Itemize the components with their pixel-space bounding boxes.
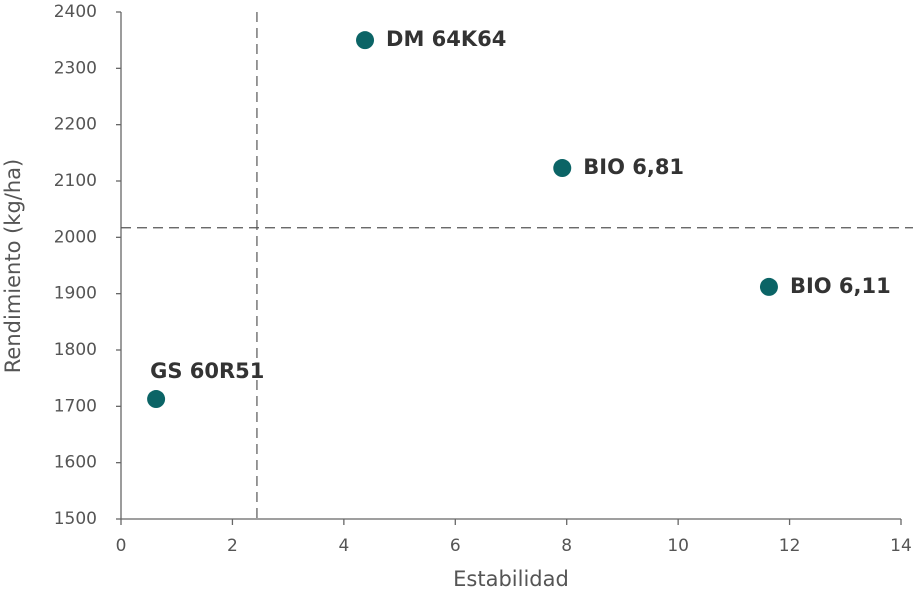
y-tick-label: 2300 (54, 58, 97, 78)
point (759, 277, 778, 296)
x-tick-label: 4 (338, 536, 349, 556)
x-axis-title: Estabilidad (453, 567, 569, 591)
point (147, 390, 166, 409)
x-tick-label: 12 (779, 536, 801, 556)
y-tick-label: 2200 (54, 115, 97, 135)
y-tick-label: 1600 (54, 453, 97, 473)
y-tick-label: 2100 (54, 171, 97, 191)
y-axis-title: Rendimiento (kg/ha) (1, 159, 25, 373)
point-label: GS 60R51 (150, 359, 264, 383)
y-tick-label: 1700 (54, 396, 97, 416)
x-tick-label: 0 (116, 536, 127, 556)
point-label: BIO 6,11 (790, 274, 891, 298)
point (553, 159, 572, 178)
point-label: BIO 6,81 (583, 155, 684, 179)
y-tick-label: 2000 (54, 227, 97, 247)
y-tick-label: 1800 (54, 340, 97, 360)
x-tick-label: 10 (667, 536, 689, 556)
y-tick-label: 2400 (54, 2, 97, 22)
y-tick-label: 1500 (54, 509, 97, 529)
y-tick-label: 1900 (54, 284, 97, 304)
x-tick-label: 2 (227, 536, 238, 556)
x-tick-label: 8 (561, 536, 572, 556)
point (356, 31, 375, 50)
point-label: DM 64K64 (386, 27, 506, 51)
x-tick-label: 6 (450, 536, 461, 556)
x-tick-label: 14 (890, 536, 912, 556)
